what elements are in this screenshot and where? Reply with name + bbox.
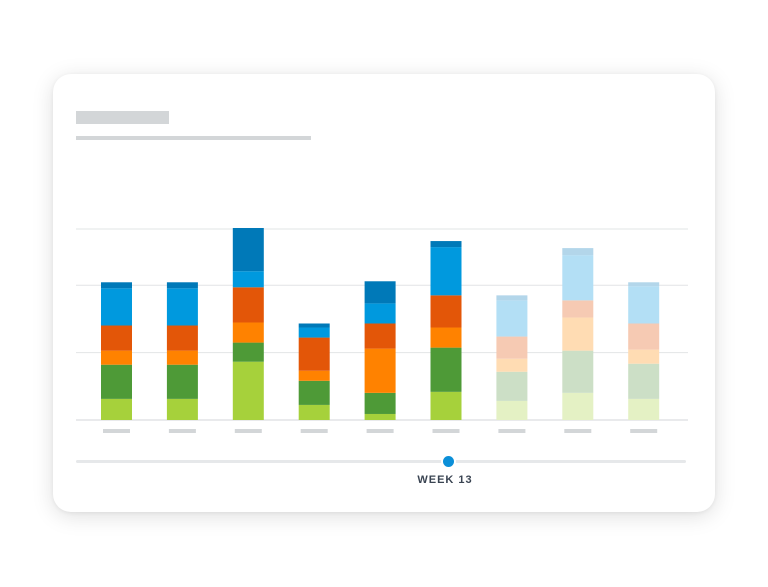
bar-segment [496,358,528,372]
bar-segment [628,398,660,420]
bar-segment [496,336,528,359]
bar[interactable] [628,282,660,420]
bar-segment [364,281,396,304]
bar[interactable] [166,282,198,420]
bar-segment [562,248,594,256]
x-tick-label-placeholder [300,429,328,433]
bar-segment [101,364,132,399]
bar[interactable] [101,282,132,420]
bar-segment [496,300,528,337]
bar-segment [562,350,594,393]
bar-segment [232,271,264,288]
bar-segment [166,282,198,289]
x-tick-label-placeholder [630,429,658,433]
timeline-thumb[interactable] [442,456,454,467]
bar-segment [298,327,330,338]
bar-segment [364,413,396,420]
bar-segment [298,404,330,420]
bar-segment [101,398,132,420]
bar-segment [166,350,198,365]
bar-segment [298,380,330,405]
bar-segment [101,325,132,351]
bar-segment [232,361,264,420]
bar-segment [364,323,396,349]
bar-segment [232,322,264,343]
x-tick-label-placeholder [234,429,262,433]
x-tick-label-placeholder [366,429,394,433]
bar-segment [628,363,660,399]
x-tick-placeholders [103,429,658,433]
bar-segment [232,342,264,362]
timeline-track[interactable] [76,460,686,463]
bar-segment [496,400,528,420]
bar-segment [166,364,198,399]
bar-segment [562,317,594,351]
bar-segment [166,398,198,420]
bar-segment [430,391,462,420]
bar-segment [430,327,462,348]
bar-segment [298,337,330,371]
bar-segment [430,247,462,296]
bar-segment [562,255,594,301]
x-tick-label-placeholder [168,429,196,433]
bar-segment [496,371,528,401]
bar-segment [496,295,528,301]
x-tick-label-placeholder [103,429,130,433]
bar-segment [628,286,660,324]
x-tick-label-placeholder [498,429,526,433]
bar[interactable] [496,295,528,420]
x-tick-label-placeholder [564,429,592,433]
bar[interactable] [562,248,594,420]
x-tick-label-placeholder [432,429,460,433]
bar-segment [364,303,396,324]
bar-segment [101,288,132,326]
bar-segment [430,347,462,392]
bar-segment [232,287,264,323]
bar-segment [430,241,462,248]
bar-segment [364,348,396,393]
bar-series [101,227,660,420]
bar-segment [364,392,396,414]
bar-segment [562,300,594,318]
bar-segment [166,288,198,326]
bar[interactable] [430,241,462,420]
bar-segment [430,295,462,328]
bar-segment [232,227,264,272]
bar-segment [298,370,330,381]
subtitle-placeholder [76,136,311,140]
bar[interactable] [298,323,330,420]
bar-segment [628,349,660,364]
bar-segment [562,392,594,420]
bar-segment [628,282,660,287]
timeline-label: WEEK 13 [417,474,473,486]
bar[interactable] [232,227,264,420]
bar-segment [101,350,132,365]
title-placeholder [76,111,169,124]
bar[interactable] [364,281,396,420]
bar-segment [101,282,132,289]
bar-segment [166,325,198,351]
bar-segment [628,323,660,350]
bar-segment [298,323,330,328]
